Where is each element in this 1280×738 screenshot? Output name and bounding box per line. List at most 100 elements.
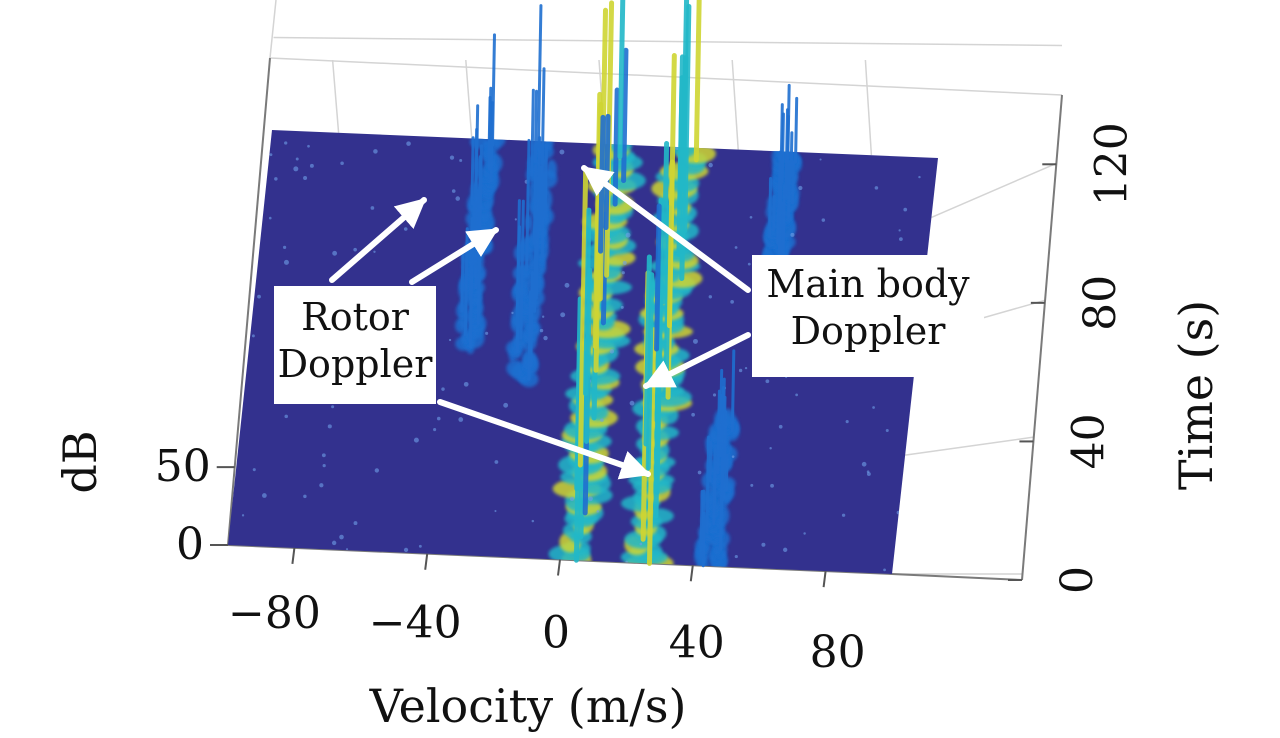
surface-speckle [542,315,545,318]
surface-speckle [331,540,337,546]
main-body-doppler-annotation: Main body Doppler [752,255,984,377]
surface-speckle [629,400,635,406]
rotor-arrow-3 [437,399,651,480]
surface-speckle [494,460,499,464]
surface-speckle [770,483,774,488]
surface-speckle [511,311,514,315]
grid-line-velocity [465,59,473,139]
surface-speckle [596,510,600,513]
surface-speckle [319,483,324,488]
grid-line-velocity [331,59,340,133]
surface-peak [654,203,662,352]
surface-speckle [749,215,753,219]
surface-speckle [268,216,272,220]
surface-peak [712,448,717,509]
surface-peak [791,160,795,205]
surface-peak [617,0,626,160]
surface-speckle [449,155,455,160]
surface-speckle [269,153,273,157]
surface-speckle [622,260,627,265]
surface-speckle [790,232,795,237]
surface-speckle [252,468,256,472]
surface-peak [724,453,729,492]
surface-speckle [559,149,565,155]
grid-line-db [273,36,1063,47]
surface-speckle [872,406,875,409]
surface-speckle [346,548,349,551]
surface-peak [666,53,677,329]
surface-speckle [903,207,908,212]
surface-blob [546,159,557,179]
grid-line-time [931,162,1057,219]
surface-speckle [712,393,717,397]
db-axis-line [227,57,271,546]
surface-peak [460,252,465,313]
surface-speckle [620,305,624,309]
surface-peak [612,87,620,207]
surface-peak [794,96,799,164]
surface-speckle [821,218,826,222]
surface-peak [577,168,589,468]
surface-speckle [621,271,625,275]
surface-speckle [241,514,245,517]
surface-peak [768,176,773,238]
surface-speckle [783,547,788,552]
surface-peak [781,206,786,252]
surface-peak [776,208,780,245]
surface-peak [540,159,546,259]
surface-speckle [898,229,901,232]
surface-peak [471,201,476,266]
surface-speckle [322,464,326,468]
surface-speckle [295,157,299,161]
main-arrow-1 [581,165,751,293]
surface-speckle [274,177,278,181]
surface-speckle [309,163,314,168]
velocity-tick-mark [424,553,429,570]
annotations: Rotor Doppler Main body Doppler [274,165,984,480]
surface-peak [716,389,721,475]
surface-peak [699,489,704,559]
surface-speckle [451,189,456,193]
velocity-tick-label: −40 [369,598,462,649]
surface-peak [779,103,784,170]
surface-speckle [340,161,344,166]
time-tick-label: 40 [1063,413,1114,469]
surface-speckle [403,547,409,552]
surface-speckle [531,519,535,523]
surface-speckle [769,447,772,450]
surface-peak [693,0,702,163]
surface-peak [730,349,736,433]
rotor-arrow-2 [409,227,499,285]
surface-speckle [819,158,822,161]
surface-peak [701,489,706,542]
rotor-annotation-box [274,286,436,404]
surface-peak [677,54,685,210]
velocity-axis-extension [891,573,1023,581]
velocity-tick-label: 40 [669,617,725,668]
surface-peak [661,141,670,305]
surface-speckle [283,245,287,249]
surface-speckle [861,461,867,467]
surface-peak [529,271,534,368]
velocity-tick-mark [689,565,694,582]
surface-speckle [539,328,544,333]
surface-speckle [370,206,375,210]
time-axis-line [1021,94,1063,581]
surface-speckle [459,158,463,162]
surface-speckle [262,493,267,498]
db-axis-label: dB [53,430,107,493]
surface-speckle [744,366,748,370]
surface-speckle [734,554,738,559]
surface-speckle [765,379,770,384]
velocity-tick-label: −80 [228,588,321,639]
surface-speckle [353,521,358,526]
surface-speckle [406,141,411,146]
surface-speckle [373,250,376,253]
surface-peak [583,207,592,397]
surface-speckle [331,405,335,409]
surface-speckle [730,299,734,304]
surface-speckle [448,338,452,342]
time-tick-label: 0 [1052,566,1103,594]
surface-speckle [321,453,326,458]
